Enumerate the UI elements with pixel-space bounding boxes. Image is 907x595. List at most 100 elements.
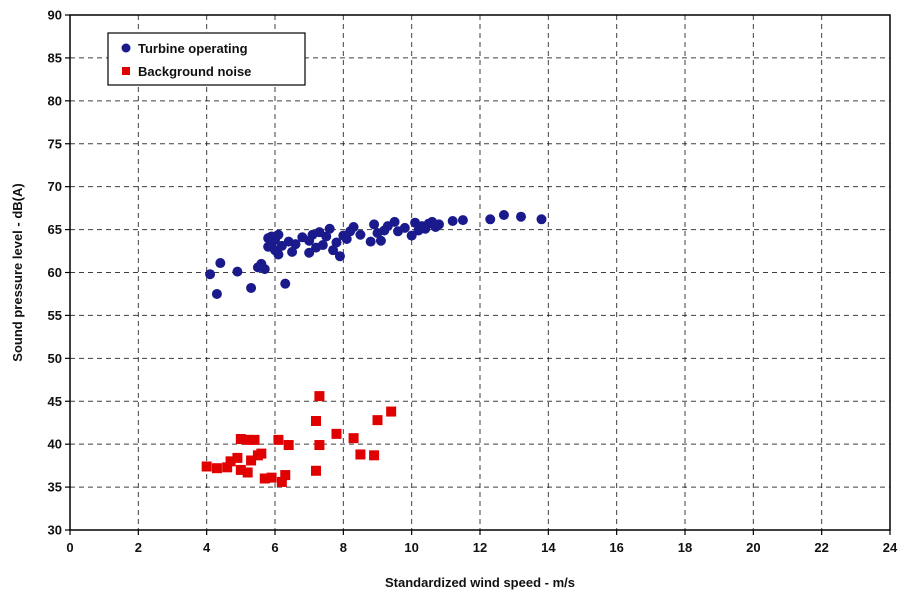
turbine-operating-point	[406, 230, 417, 241]
background-noise-point	[225, 456, 236, 467]
turbine-operating-point	[348, 222, 359, 233]
background-noise-point	[259, 473, 270, 484]
turbine-operating-point	[290, 239, 301, 250]
legend-box	[107, 32, 306, 86]
y-tick-label: 60	[48, 265, 62, 280]
turbine-operating-point	[211, 288, 222, 299]
x-tick-label: 24	[883, 540, 898, 555]
turbine-operating-point	[457, 215, 468, 226]
background-noise-point	[386, 406, 397, 417]
grid-lines	[70, 15, 890, 530]
y-tick-label: 90	[48, 8, 62, 23]
x-tick-label: 12	[473, 540, 487, 555]
x-axis-title: Standardized wind speed - m/s	[385, 575, 575, 590]
background-noise-point	[280, 470, 291, 481]
turbine-operating-point	[334, 251, 345, 262]
series-background-noise	[201, 391, 397, 487]
background-noise-point	[276, 476, 287, 487]
legend-label: Background noise	[138, 64, 251, 79]
turbine-operating-point	[273, 229, 284, 240]
legend: Turbine operating Background noise	[107, 32, 306, 86]
turbine-operating-point	[498, 209, 509, 220]
background-noise-point	[235, 434, 246, 445]
y-tick-label: 50	[48, 351, 62, 366]
y-tick-label: 30	[48, 523, 62, 538]
y-tick-label: 45	[48, 394, 62, 409]
background-noise-point	[266, 472, 277, 483]
turbine-operating-point	[324, 223, 335, 234]
series-turbine-operating	[205, 209, 547, 299]
y-tick-label: 75	[48, 136, 62, 151]
legend-marker-square	[122, 67, 130, 75]
background-noise-point	[222, 462, 233, 473]
turbine-operating-point	[369, 219, 380, 230]
turbine-operating-point	[365, 236, 376, 247]
turbine-operating-point	[331, 237, 342, 248]
background-noise-point	[348, 433, 359, 444]
background-noise-point	[331, 428, 342, 439]
y-tick-label: 55	[48, 308, 62, 323]
y-tick-label: 40	[48, 437, 62, 452]
turbine-operating-point	[246, 282, 257, 293]
y-axis-title: Sound pressure level - dB(A)	[10, 183, 25, 361]
turbine-operating-point	[434, 219, 444, 230]
y-tick-label: 85	[48, 50, 62, 65]
legend-label: Turbine operating	[138, 41, 248, 56]
turbine-operating-point	[232, 266, 243, 277]
background-noise-point	[211, 463, 222, 474]
turbine-operating-point	[516, 211, 526, 222]
x-tick-label: 20	[746, 540, 760, 555]
turbine-operating-point	[447, 216, 458, 226]
turbine-operating-point	[317, 240, 328, 251]
x-tick-label: 16	[609, 540, 623, 555]
turbine-operating-point	[259, 264, 270, 275]
y-tick-label: 80	[48, 93, 62, 108]
background-noise-point	[249, 434, 260, 445]
turbine-operating-point	[389, 216, 400, 227]
turbine-operating-point	[536, 214, 547, 225]
axis-ticks: 0 2 4 6 8 10 12 14 16 18 20 22 243035404550556065707…	[48, 8, 898, 556]
background-noise-point	[369, 450, 380, 461]
legend-marker-circle	[121, 43, 131, 53]
turbine-operating-point	[273, 249, 284, 260]
background-noise-point	[372, 415, 383, 426]
y-tick-label: 65	[48, 222, 62, 237]
x-tick-label: 4	[203, 540, 211, 555]
turbine-operating-point	[375, 235, 386, 246]
x-tick-label: 14	[541, 540, 556, 555]
background-noise-point	[314, 391, 325, 402]
turbine-operating-point	[399, 222, 410, 233]
x-tick-label: 2	[135, 540, 142, 555]
background-noise-point	[242, 434, 253, 445]
background-noise-point	[256, 448, 267, 459]
x-tick-label: 8	[340, 540, 347, 555]
background-noise-point	[232, 452, 243, 463]
turbine-operating-point	[321, 231, 332, 242]
turbine-operating-point	[485, 214, 496, 225]
turbine-operating-point	[355, 229, 366, 240]
background-noise-point	[242, 467, 253, 478]
x-tick-label: 18	[678, 540, 692, 555]
y-tick-label: 35	[48, 480, 62, 495]
y-tick-label: 70	[48, 179, 62, 194]
background-noise-point	[314, 440, 325, 451]
turbine-operating-point	[341, 234, 352, 245]
background-noise-point	[311, 415, 321, 426]
background-noise-point	[311, 465, 321, 476]
turbine-operating-point	[280, 278, 291, 289]
background-noise-point	[273, 434, 284, 445]
background-noise-point	[235, 464, 246, 475]
turbine-operating-point	[287, 246, 298, 257]
background-noise-point	[201, 461, 212, 472]
background-noise-point	[246, 455, 257, 466]
background-noise-point	[355, 449, 366, 460]
turbine-operating-point	[215, 258, 226, 269]
turbine-operating-point	[328, 245, 339, 256]
x-tick-label: 6	[271, 540, 278, 555]
turbine-operating-point	[205, 269, 216, 280]
background-noise-point	[283, 440, 294, 451]
x-tick-label: 10	[404, 540, 418, 555]
